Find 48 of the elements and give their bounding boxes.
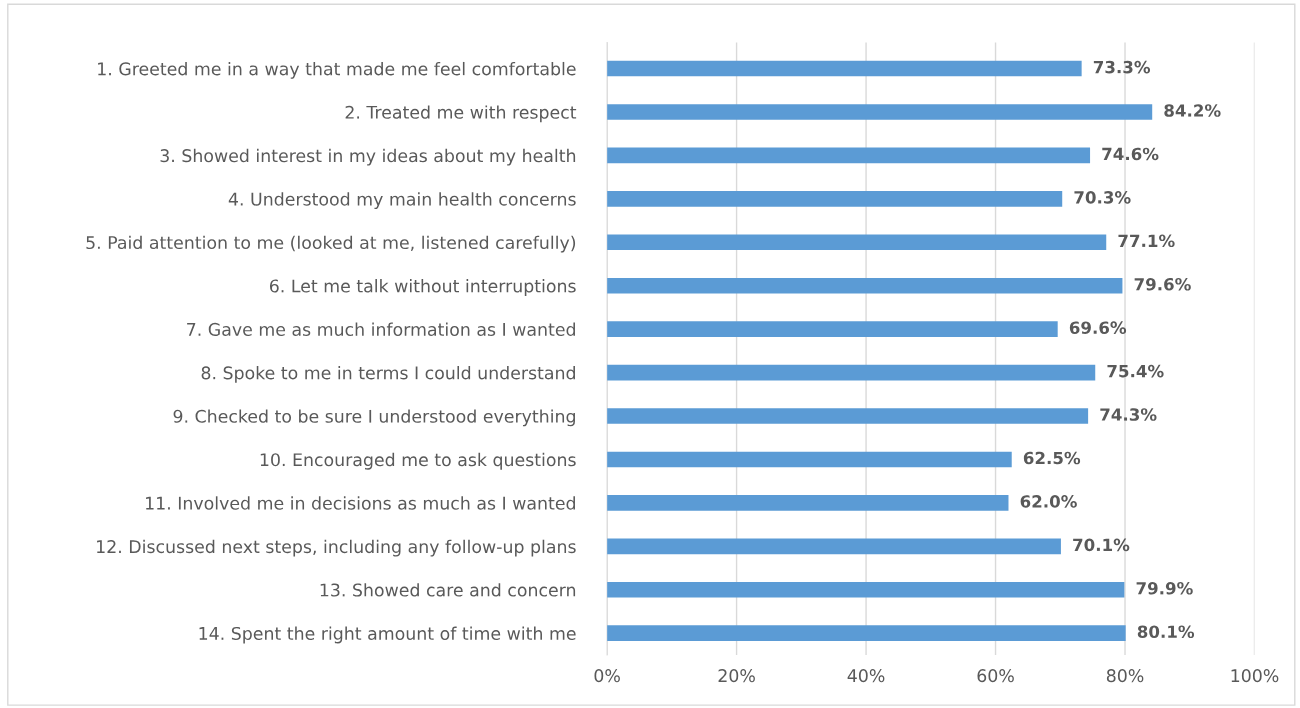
data-label: 62.5% — [1023, 451, 1081, 465]
data-label: 70.1% — [1073, 538, 1130, 552]
y-tick-label: 6. Let me talk without interruptions — [269, 279, 576, 296]
data-label: 79.9% — [1136, 581, 1193, 595]
y-tick-label: 5. Paid attention to me (looked at me, listened carefully) — [86, 235, 576, 253]
data-label: 74.6% — [1102, 147, 1159, 161]
bar — [607, 191, 1063, 207]
y-tick-label: 12. Discussed next steps, including any follow-up plans — [97, 539, 576, 557]
bar — [607, 364, 1096, 381]
y-tick-label: 1. Greeted me in a way that made me feel comfortable — [98, 61, 576, 79]
data-label: 80.1% — [1137, 625, 1195, 639]
y-tick-label: 3. Showed interest in my ideas about my health — [160, 148, 576, 166]
data-label: 79.6% — [1134, 277, 1191, 291]
bar — [607, 321, 1058, 337]
x-tick-label: 40% — [847, 669, 885, 683]
data-label: 74.3% — [1100, 408, 1157, 421]
data-label: 73.3% — [1093, 60, 1151, 74]
data-label: 69.6% — [1069, 321, 1127, 334]
x-tick-label: 0% — [594, 669, 620, 683]
data-label: 62.0% — [1020, 495, 1077, 508]
bar — [607, 538, 1061, 555]
y-tick-label: 8. Spoke to me in terms I could understand — [201, 365, 575, 383]
x-tick-label: 20% — [718, 669, 755, 683]
y-tick-label: 10. Encouraged me to ask questions — [260, 452, 576, 470]
data-label: 84.2% — [1164, 104, 1221, 117]
bar — [607, 495, 1009, 511]
y-tick-label: 7. Gave me as much information as I wanted — [187, 322, 575, 336]
bar — [607, 104, 1153, 120]
bar — [607, 147, 1091, 164]
bar — [607, 625, 1126, 641]
bar — [607, 277, 1123, 294]
y-tick-label: 11. Involved me in decisions as much as I wanted — [146, 496, 575, 510]
bar — [607, 451, 1012, 468]
y-tick-label: 13. Showed care and concern — [320, 583, 576, 597]
y-tick-label: 4. Understood my main health concerns — [228, 192, 576, 210]
y-tick-label: 2. Treated me with respect — [345, 105, 577, 123]
x-tick-label: 80% — [1106, 669, 1144, 683]
y-tick-label: 14. Spent the right amount of time with me — [199, 626, 576, 644]
x-tick-label: 60% — [977, 669, 1014, 683]
bar — [607, 408, 1089, 424]
x-tick-label: 100% — [1231, 669, 1279, 683]
data-label: 70.3% — [1074, 191, 1131, 204]
bar — [607, 581, 1125, 598]
y-tick-label: 9. Checked to be sure I understood everything — [173, 409, 575, 427]
bar — [607, 60, 1082, 77]
bar — [607, 234, 1107, 251]
data-label: 77.1% — [1118, 234, 1175, 248]
data-label: 75.4% — [1107, 364, 1164, 378]
